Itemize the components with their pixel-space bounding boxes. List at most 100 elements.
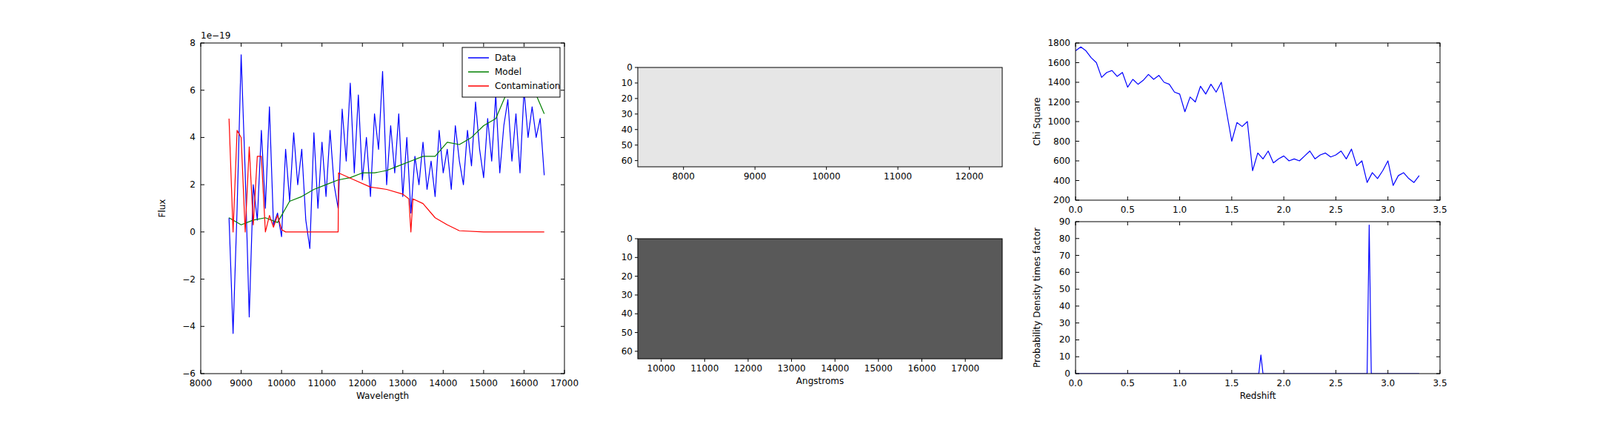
x-tick — [1075, 42, 1077, 47]
x-tick-label: 15000 — [864, 362, 893, 374]
x-tick — [1075, 221, 1077, 226]
plot-area — [1075, 221, 1440, 374]
x-tick — [1283, 42, 1285, 47]
y-tick — [1075, 271, 1080, 273]
y-tick — [560, 278, 565, 280]
y-tick — [1075, 62, 1080, 63]
x-tick-label: 1.5 — [1224, 377, 1239, 389]
y-tick-label: 70 — [1059, 250, 1071, 261]
x-tick-label: 1.5 — [1224, 204, 1239, 215]
x-axis-label: Angstroms — [796, 375, 844, 386]
x-tick-label: 2.0 — [1277, 377, 1292, 389]
y-tick-label: 1800 — [1047, 37, 1071, 49]
y-tick — [1436, 339, 1440, 340]
y-tick-label: −4 — [182, 320, 196, 332]
plot-background — [1075, 42, 1440, 200]
x-tick-label: 11000 — [690, 362, 719, 374]
y-tick — [1075, 339, 1080, 340]
y-tick — [634, 128, 638, 130]
x-tick — [362, 42, 363, 47]
y-tick-label: 1600 — [1047, 57, 1071, 69]
series-line — [1075, 46, 1420, 186]
x-tick-label: 12000 — [348, 377, 377, 389]
y-tick — [1436, 180, 1440, 181]
y-tick — [1075, 221, 1080, 223]
x-tick — [1179, 196, 1180, 200]
x-tick — [1440, 42, 1441, 47]
plot-area — [200, 42, 565, 374]
y-tick — [1075, 254, 1080, 256]
x-tick — [1387, 221, 1389, 226]
x-tick — [321, 42, 323, 47]
y-tick-label: 30 — [621, 108, 633, 120]
y-tick — [200, 137, 205, 138]
x-tick — [281, 42, 283, 47]
legend-label: Contamination — [494, 80, 560, 92]
x-tick — [1127, 42, 1129, 47]
y-tick — [1436, 160, 1440, 162]
y-tick-label: 40 — [1059, 300, 1071, 312]
y-tick-label: 0 — [1064, 368, 1071, 379]
y-tick — [634, 350, 638, 352]
series-line — [228, 85, 545, 225]
x-tick — [704, 358, 706, 362]
y-tick — [1075, 356, 1080, 358]
panel: 0.00.51.01.52.02.53.03.52004006008001000… — [1031, 37, 1448, 215]
x-tick — [523, 42, 525, 47]
axes-frame — [637, 238, 1003, 359]
y-tick — [1436, 62, 1440, 63]
y-tick — [560, 325, 565, 327]
x-tick — [1127, 221, 1129, 226]
y-tick — [634, 144, 638, 146]
y-tick — [1075, 305, 1080, 306]
x-tick — [1179, 221, 1180, 226]
x-tick-label: 16000 — [907, 362, 936, 374]
y-tick-label: 200 — [1053, 194, 1071, 206]
plot-area — [637, 67, 1003, 167]
x-tick — [1231, 196, 1232, 200]
y-tick — [1075, 121, 1080, 123]
x-tick — [1440, 221, 1441, 226]
y-tick-label: 80 — [1059, 233, 1071, 244]
y-tick — [560, 89, 565, 91]
y-tick — [634, 294, 638, 295]
x-tick — [1387, 42, 1389, 47]
y-tick — [634, 82, 638, 83]
x-tick-label: 8000 — [671, 171, 695, 182]
y-tick — [634, 313, 638, 315]
legend-swatch — [468, 85, 489, 87]
y-tick — [1436, 200, 1440, 201]
x-tick — [523, 369, 525, 374]
x-tick — [834, 358, 836, 362]
x-tick-label: 13000 — [388, 377, 418, 389]
plot-area — [637, 238, 1003, 359]
y-tick — [1075, 101, 1080, 103]
image — [637, 67, 1003, 167]
y-tick-label: 1200 — [1047, 97, 1071, 108]
y-tick — [634, 331, 638, 333]
y-tick-label: 0 — [626, 233, 633, 244]
x-tick — [1231, 369, 1232, 374]
x-tick — [362, 369, 363, 374]
x-tick-label: 3.5 — [1432, 204, 1447, 215]
x-tick — [200, 42, 202, 47]
x-tick-label: 11000 — [883, 171, 912, 182]
x-tick — [442, 369, 444, 374]
x-tick-label: 10000 — [267, 377, 296, 389]
x-tick — [1440, 196, 1441, 200]
x-tick-label: 9000 — [229, 377, 253, 389]
offset-text: 1e−19 — [200, 30, 231, 41]
x-tick-label: 2.0 — [1277, 204, 1292, 215]
x-tick-label: 3.0 — [1380, 204, 1395, 215]
x-tick — [754, 166, 756, 170]
y-tick-label: 40 — [621, 308, 633, 319]
x-tick — [660, 358, 662, 362]
x-tick — [1231, 42, 1232, 47]
y-tick — [634, 67, 638, 69]
axes-frame — [1075, 42, 1440, 200]
y-tick-label: 10 — [1059, 351, 1071, 362]
x-tick — [1335, 369, 1337, 374]
legend-swatch — [468, 57, 489, 59]
x-tick-label: 14000 — [428, 377, 458, 389]
y-tick — [560, 373, 565, 375]
